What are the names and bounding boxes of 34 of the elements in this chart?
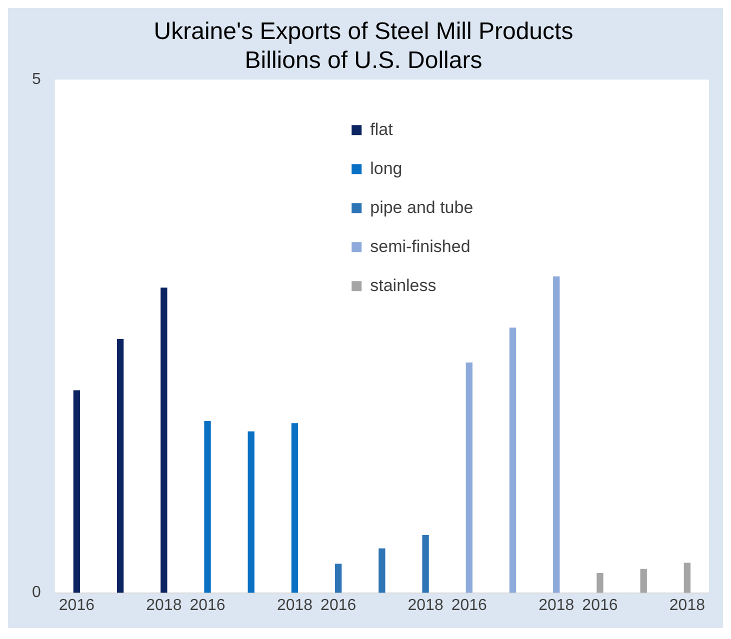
bar — [640, 568, 647, 593]
x-tick-label: 2018 — [669, 596, 706, 614]
text: Billions of U.S. Dollars — [244, 46, 482, 74]
bar — [291, 423, 298, 593]
x-tick-label: 2016 — [320, 596, 356, 614]
x-tick-label: 2018 — [538, 596, 574, 614]
legend-label: semi-finished — [370, 236, 470, 256]
bar — [248, 431, 254, 593]
bar — [335, 564, 342, 593]
x-tick-label: 2018 — [146, 596, 182, 614]
legend-label: flat — [370, 120, 394, 139]
legend-label: pipe and tube — [370, 198, 474, 217]
bar — [684, 562, 691, 593]
bar — [160, 288, 168, 593]
bar — [378, 548, 386, 593]
text: Ukraine's Exports of Steel Mill Products — [154, 18, 574, 46]
x-tick-label: 2016 — [451, 596, 488, 614]
legend-label: long — [370, 158, 402, 178]
x-tick-label: 2018 — [276, 596, 313, 614]
bar — [73, 390, 80, 593]
x-tick-label: 2016 — [190, 596, 226, 614]
bar — [466, 362, 472, 593]
x-tick-label: 2018 — [408, 596, 444, 614]
y-tick-label: 0 — [32, 584, 41, 602]
bar — [596, 572, 604, 593]
legend-label: stainless — [370, 276, 436, 295]
x-tick-label: 2016 — [58, 596, 95, 614]
y-tick-label: 5 — [32, 71, 41, 88]
bar — [422, 534, 429, 593]
x-tick-label: 2016 — [582, 596, 618, 614]
bar — [553, 276, 560, 593]
bar — [509, 328, 516, 593]
bar — [204, 421, 211, 593]
bar — [116, 338, 124, 593]
